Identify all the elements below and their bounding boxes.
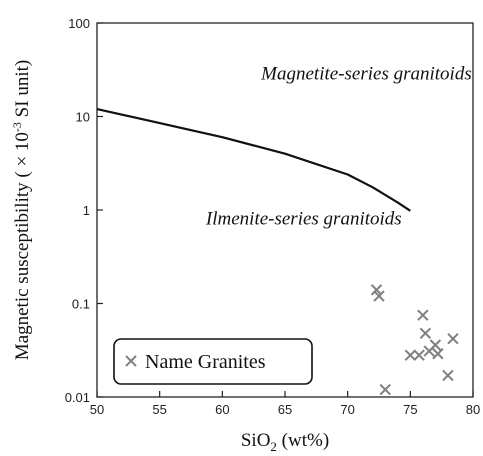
y-tick-label: 0.1	[72, 297, 90, 312]
legend-label: Name Granites	[145, 351, 266, 373]
boundary-line	[96, 108, 411, 212]
x-tick-label: 50	[90, 402, 104, 417]
data-point	[370, 284, 383, 296]
x-tick-label: 70	[340, 402, 354, 417]
data-point	[413, 349, 425, 361]
x-tick-label: 60	[215, 402, 229, 417]
x-tick-label: 80	[466, 402, 480, 417]
y-tick-label: 1	[83, 203, 90, 218]
legend-box	[113, 338, 313, 385]
data-point	[417, 309, 429, 321]
x-tick-label: 55	[152, 402, 166, 417]
magnetite-ilmenite-boundary	[96, 108, 411, 212]
data-point	[404, 349, 417, 361]
y-axis-title: Magnetic susceptibility ( × 10-3 SI unit…	[10, 60, 33, 360]
data-point	[419, 327, 432, 340]
y-axis: 100 10 1 0.1 0.01	[65, 16, 103, 405]
x-axis-title: SiO2 (wt%)	[241, 430, 329, 454]
data-points	[370, 284, 459, 396]
data-point	[447, 333, 459, 345]
y-tick-label: 10	[76, 110, 90, 125]
legend-marker-x	[125, 355, 137, 367]
legend: Name Granites	[113, 338, 313, 385]
data-point	[442, 369, 454, 382]
data-point	[432, 348, 444, 360]
region-label: Ilmenite-series granitoids	[205, 208, 402, 229]
y-tick-label: 100	[68, 16, 90, 31]
data-point	[429, 339, 442, 351]
region-label: Magnetite-series granitoids	[260, 63, 472, 84]
x-tick-label: 65	[278, 402, 292, 417]
x-axis: 50 55 60 65 70 75 80	[90, 391, 480, 417]
x-tick-label: 75	[403, 402, 417, 417]
data-point	[373, 290, 385, 302]
region-labels: Magnetite-series granitoids Ilmenite-seri…	[205, 63, 472, 229]
data-point	[379, 383, 391, 396]
y-tick-label: 0.01	[65, 390, 90, 405]
